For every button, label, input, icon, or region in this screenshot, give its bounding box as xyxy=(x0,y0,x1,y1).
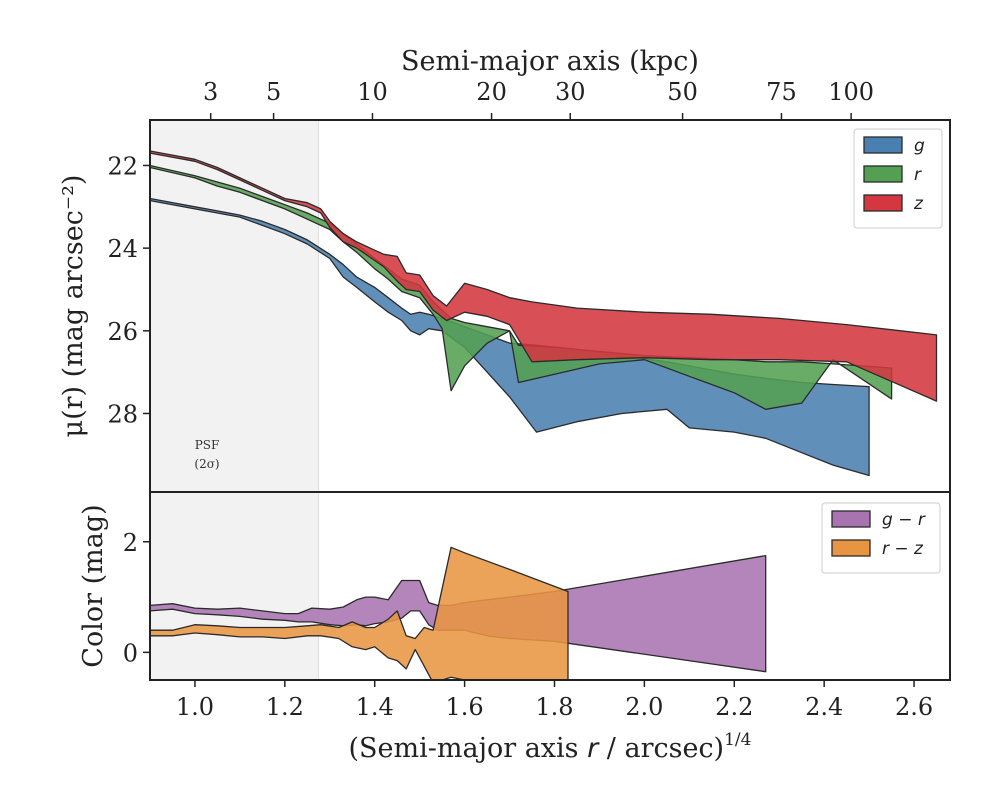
legend-swatch xyxy=(863,194,903,212)
series-area-0 xyxy=(150,197,870,477)
kpc-tick-label: 75 xyxy=(766,78,797,106)
surface-brightness-series xyxy=(150,150,938,477)
y-tick-label: 24 xyxy=(107,235,138,263)
series-band-1 xyxy=(150,546,569,680)
psf-shaded-region-color xyxy=(149,491,320,681)
top-secondary-axis-ticks: 3 5 10 20 30 50 75 100 xyxy=(203,78,874,120)
x-tick-label: 2.6 xyxy=(895,693,933,721)
x-tick-label: 2.0 xyxy=(625,693,663,721)
x-tick-label: 1.4 xyxy=(356,693,394,721)
series-area-1 xyxy=(150,546,569,680)
legend-label: r − z xyxy=(882,539,924,559)
bottom-y-axis-ticks: 02 xyxy=(123,529,150,667)
psf-sigma-label: (2σ) xyxy=(194,457,219,471)
series-band-0 xyxy=(150,197,870,477)
legend-label: r xyxy=(914,165,922,185)
surface-brightness-legend: grz xyxy=(853,128,943,229)
y-tick-label: 26 xyxy=(107,318,138,346)
y-tick-label: 22 xyxy=(107,152,138,180)
surface-brightness-panel: 22 24 26 28 3 5 10 20 30 50 75 100 Semi-major axis… xyxy=(58,46,951,493)
psf-label: PSF xyxy=(195,438,220,452)
legend-label: z xyxy=(913,194,924,214)
legend-label: g xyxy=(914,136,925,156)
color-panel: 02 1.0 1.2 1.4 1.6 1.8 2.0 2.2 2.4 2.6 Color (ma… xyxy=(78,491,951,764)
bottom-x-axis-ticks: 1.0 1.2 1.4 1.6 1.8 2.0 2.2 2.4 2.6 xyxy=(176,680,933,721)
legend-swatch xyxy=(863,136,903,154)
top-axis-label: Semi-major axis (kpc) xyxy=(401,46,699,77)
psf-shaded-region xyxy=(149,119,320,493)
y-tick-label: 2 xyxy=(123,529,138,557)
color-legend: g − r r − z xyxy=(821,502,941,574)
color-series xyxy=(150,546,767,680)
legend-label: g − r xyxy=(882,510,926,530)
legend-swatch xyxy=(831,510,871,528)
surface-brightness-y-label: μ(r) (mag arcsec⁻²) xyxy=(58,175,89,438)
series-area-2 xyxy=(150,150,938,402)
kpc-tick-label: 10 xyxy=(357,78,388,106)
x-axis-label: (Semi-major axis r / arcsec)1/4 xyxy=(349,730,752,764)
top-y-axis-ticks: 22 24 26 28 xyxy=(107,152,150,428)
kpc-tick-label: 100 xyxy=(828,78,874,106)
kpc-tick-label: 20 xyxy=(476,78,507,106)
x-tick-label: 1.0 xyxy=(176,693,214,721)
y-tick-label: 0 xyxy=(123,639,138,667)
x-tick-label: 1.6 xyxy=(446,693,484,721)
legend-swatch xyxy=(831,539,871,557)
kpc-tick-label: 30 xyxy=(555,78,586,106)
kpc-tick-label: 50 xyxy=(667,78,698,106)
x-tick-label: 1.8 xyxy=(535,693,573,721)
series-band-2 xyxy=(150,150,938,402)
x-tick-label: 2.2 xyxy=(715,693,753,721)
kpc-tick-label: 3 xyxy=(203,78,218,106)
kpc-tick-label: 5 xyxy=(266,78,281,106)
y-tick-label: 28 xyxy=(107,400,138,428)
x-tick-label: 1.2 xyxy=(266,693,304,721)
legend-swatch xyxy=(863,165,903,183)
x-tick-label: 2.4 xyxy=(805,693,843,721)
color-y-label: Color (mag) xyxy=(78,504,109,667)
bottom-panel-frame xyxy=(149,491,951,681)
